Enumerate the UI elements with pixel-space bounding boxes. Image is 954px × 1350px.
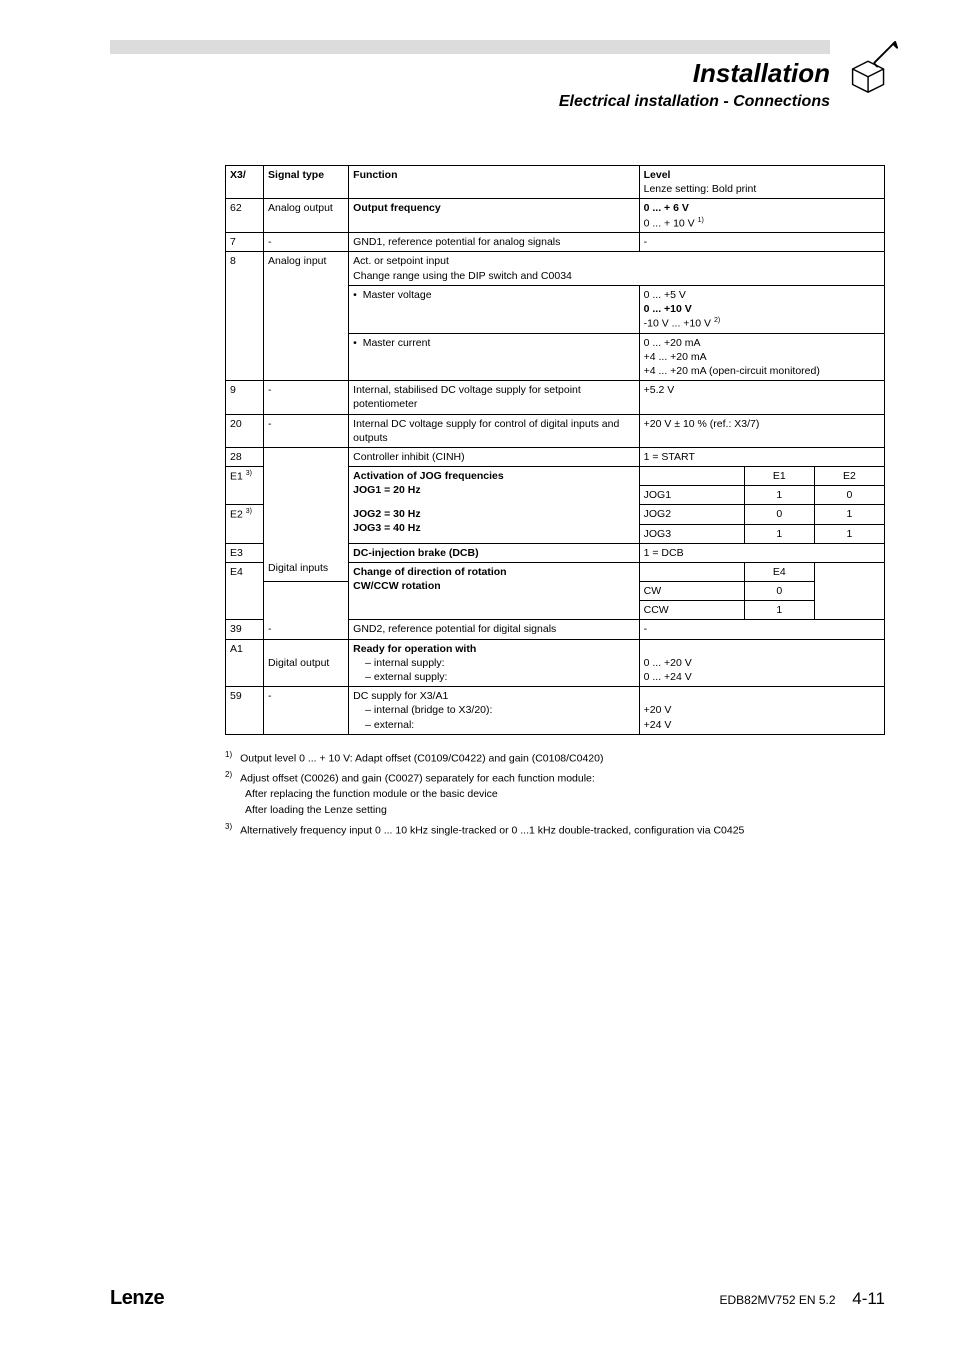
func-62: Output frequency xyxy=(349,199,639,233)
lvl-8c: 0 ... +20 mA +4 ... +20 mA +4 ... +20 mA… xyxy=(639,333,884,381)
sig-7: - xyxy=(264,233,349,252)
page-subtitle: Electrical installation - Connections xyxy=(110,93,830,111)
th-function: Function xyxy=(349,166,639,199)
footnote-2: 2)Adjust offset (C0026) and gain (C0027)… xyxy=(225,769,885,819)
th-level: Level Lenze setting: Bold print xyxy=(639,166,884,199)
jog3-e2: 1 xyxy=(814,524,884,543)
e4-blank xyxy=(639,562,744,581)
pin-28: 28 xyxy=(226,447,264,466)
footnote-3: 3)Alternatively frequency input 0 ... 10… xyxy=(225,821,885,839)
pin-62: 62 xyxy=(226,199,264,233)
footnote-1: 1)Output level 0 ... + 10 V: Adapt offse… xyxy=(225,749,885,767)
sig-8: Analog input xyxy=(264,252,349,381)
terminal-table: X3/ Signal type Function Level Lenze set… xyxy=(225,165,885,735)
func-8b: • Master voltage xyxy=(349,285,639,333)
jog3-e1: 1 xyxy=(744,524,814,543)
lvl-39: - xyxy=(639,620,884,639)
lvl-59: +20 V +24 V xyxy=(639,687,884,735)
lvl-9: +5.2 V xyxy=(639,381,884,414)
ccw-val: 1 xyxy=(744,601,814,620)
pin-e3: E3 xyxy=(226,543,264,562)
sig-39: - xyxy=(264,620,349,639)
func-7: GND1, reference potential for analog sig… xyxy=(349,233,639,252)
func-8a: Act. or setpoint input Change range usin… xyxy=(349,252,885,285)
sig-e4-blank xyxy=(264,582,349,620)
pin-e1: E1 3) xyxy=(226,467,264,505)
jog2-e2: 1 xyxy=(814,505,884,524)
th-pin: X3/ xyxy=(226,166,264,199)
pin-e4: E4 xyxy=(226,562,264,620)
jog-head-e2: E2 xyxy=(814,467,884,486)
th-signal: Signal type xyxy=(264,166,349,199)
func-e2: JOG2 = 30 Hz JOG3 = 40 Hz xyxy=(349,505,639,543)
lvl-a1: 0 ... +20 V 0 ... +24 V xyxy=(639,639,884,687)
header: Installation Electrical installation - C… xyxy=(110,58,830,111)
func-9: Internal, stabilised DC voltage supply f… xyxy=(349,381,639,414)
pin-8: 8 xyxy=(226,252,264,381)
doc-id: EDB82MV752 EN 5.2 xyxy=(720,1293,836,1307)
lvl-8b: 0 ... +5 V 0 ... +10 V -10 V ... +10 V 2… xyxy=(639,285,884,333)
jog1-e1: 1 xyxy=(744,486,814,505)
jog2-e1: 0 xyxy=(744,505,814,524)
pin-9: 9 xyxy=(226,381,264,414)
pin-20: 20 xyxy=(226,414,264,447)
jog1-e2: 0 xyxy=(814,486,884,505)
jog-head-blank xyxy=(639,467,744,486)
e4-blank2 xyxy=(814,562,884,620)
func-20: Internal DC voltage supply for control o… xyxy=(349,414,639,447)
jog-head-e1: E1 xyxy=(744,467,814,486)
lvl-7: - xyxy=(639,233,884,252)
func-59: DC supply for X3/A1 – internal (bridge t… xyxy=(349,687,639,735)
page-number: 4-11 xyxy=(852,1289,885,1308)
e4-head: E4 xyxy=(744,562,814,581)
sig-digital-in: Digital inputs xyxy=(264,447,349,581)
lenze-logo: Lenze xyxy=(110,1287,164,1310)
jog1-name: JOG1 xyxy=(639,486,744,505)
pin-39: 39 xyxy=(226,620,264,639)
sig-9: - xyxy=(264,381,349,414)
lvl-e3: 1 = DCB xyxy=(639,543,884,562)
footer: Lenze EDB82MV752 EN 5.2 4-11 xyxy=(110,1287,885,1310)
lvl-62: 0 ... + 6 V 0 ... + 10 V 1) xyxy=(639,199,884,233)
jog3-name: JOG3 xyxy=(639,524,744,543)
pin-e2: E2 3) xyxy=(226,505,264,543)
page-title: Installation xyxy=(110,58,830,89)
sig-20: - xyxy=(264,414,349,447)
func-39: GND2, reference potential for digital si… xyxy=(349,620,639,639)
pin-a1: A1 xyxy=(226,639,264,687)
pin-59: 59 xyxy=(226,687,264,735)
lvl-20: +20 V ± 10 % (ref.: X3/7) xyxy=(639,414,884,447)
func-8c: • Master current xyxy=(349,333,639,381)
func-e3: DC-injection brake (DCB) xyxy=(349,543,639,562)
pin-7: 7 xyxy=(226,233,264,252)
sig-a1: Digital output xyxy=(264,639,349,687)
ccw-name: CCW xyxy=(639,601,744,620)
jog2-name: JOG2 xyxy=(639,505,744,524)
sig-62: Analog output xyxy=(264,199,349,233)
cw-name: CW xyxy=(639,582,744,601)
func-e1: Activation of JOG frequencies JOG1 = 20 … xyxy=(349,467,639,505)
func-28: Controller inhibit (CINH) xyxy=(349,447,639,466)
lvl-28: 1 = START xyxy=(639,447,884,466)
sig-59: - xyxy=(264,687,349,735)
cw-val: 0 xyxy=(744,582,814,601)
footer-right: EDB82MV752 EN 5.2 4-11 xyxy=(720,1289,886,1309)
footnotes: 1)Output level 0 ... + 10 V: Adapt offse… xyxy=(225,749,885,839)
header-gray-bar xyxy=(110,40,830,54)
content-area: X3/ Signal type Function Level Lenze set… xyxy=(225,165,885,841)
func-a1: Ready for operation with – internal supp… xyxy=(349,639,639,687)
func-e4: Change of direction of rotation CW/CCW r… xyxy=(349,562,639,620)
cube-pen-icon xyxy=(841,40,899,98)
